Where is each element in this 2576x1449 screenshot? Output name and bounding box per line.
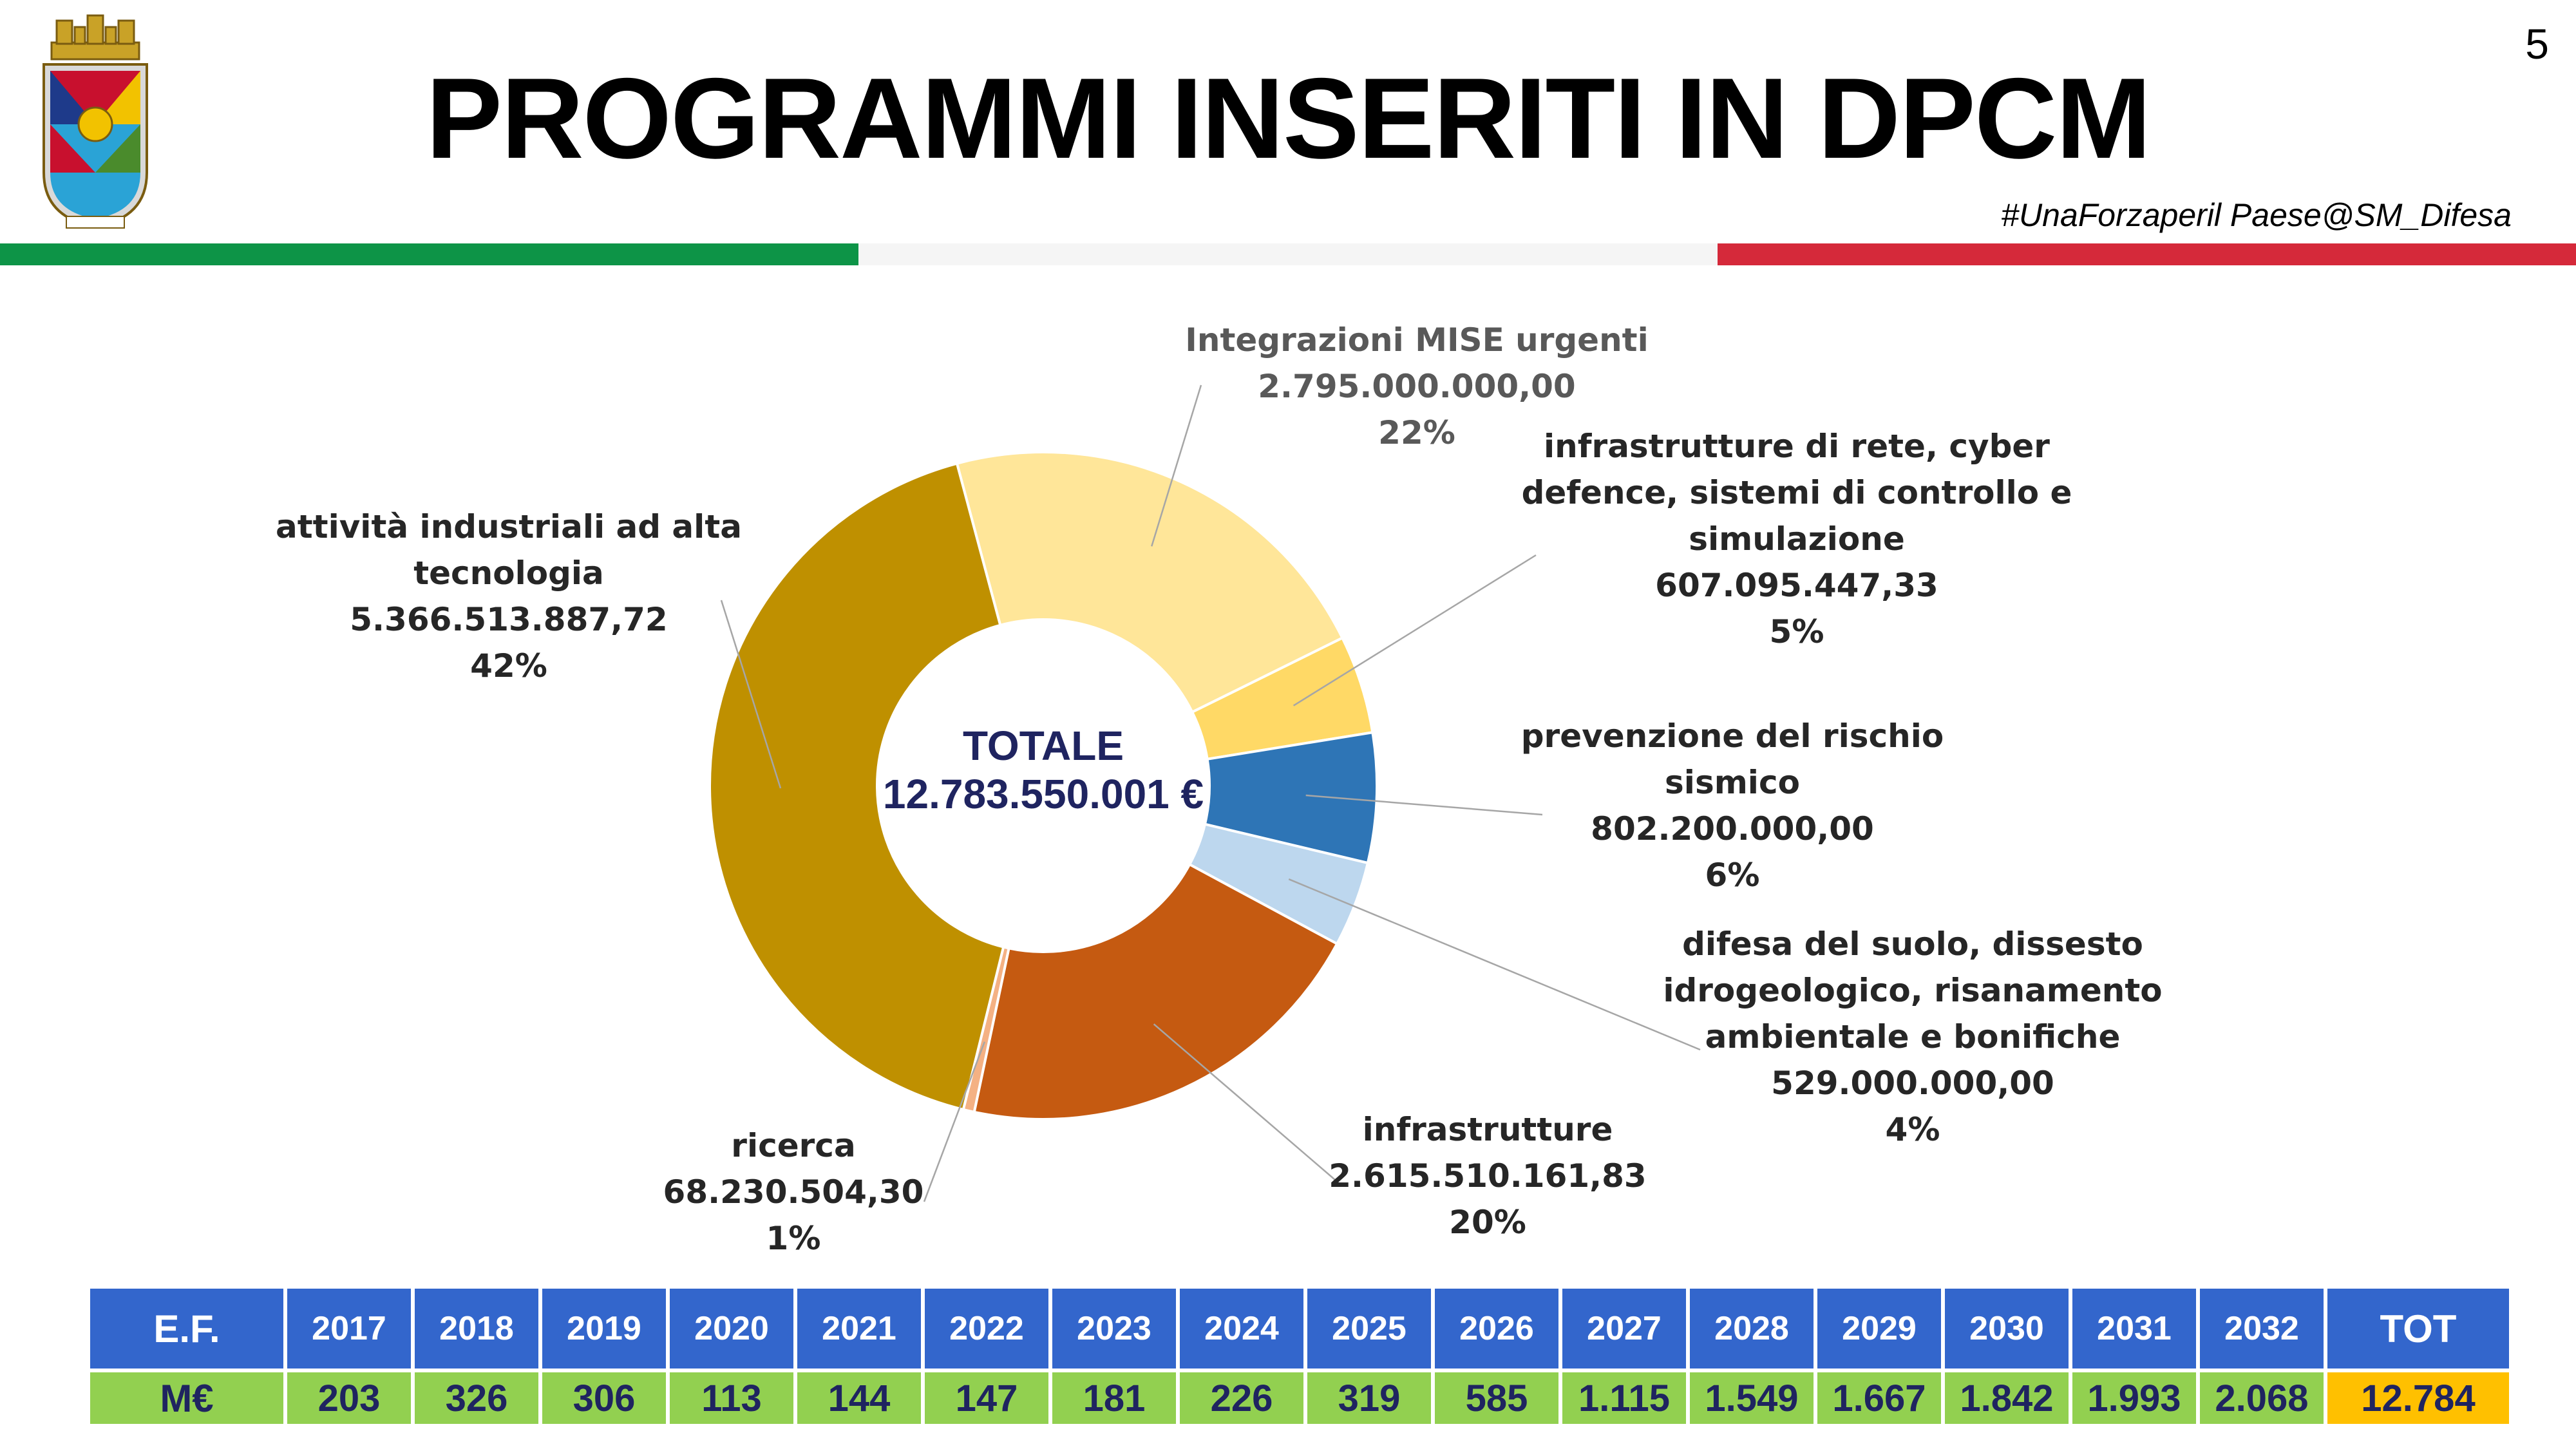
crown-icon: [50, 14, 140, 61]
table-year-cell: 2032: [2200, 1289, 2324, 1368]
slice-label-line: 802.200.000,00: [1591, 810, 1874, 848]
slice-label-line: idrogeologico, risanamento: [1663, 972, 2162, 1009]
table-value-cell: 1.842: [1945, 1372, 2069, 1424]
page-number: 5: [2525, 20, 2549, 68]
table-value-cell: 144: [797, 1372, 921, 1424]
table-year-cell: 2017: [287, 1289, 411, 1368]
table-value-cell: 326: [415, 1372, 538, 1424]
table-header-row: E.F. 2017 2018 2019 2020 2021 2022 2023 2024 202…: [90, 1289, 2509, 1368]
slice-label-line: ambientale e bonifiche: [1705, 1018, 2121, 1056]
slice-label: attività industriali ad alta tecnologia 5.…: [276, 508, 742, 685]
page-title: PROGRAMMI INSERITI IN DPCM: [426, 54, 2151, 182]
slice-label-line: 2.795.000.000,00: [1258, 368, 1575, 405]
slice-label-line: infrastrutture: [1363, 1111, 1613, 1148]
shield-icon: [43, 63, 148, 229]
slice-label-line: 5%: [1770, 613, 1824, 650]
slice-label-line: attività industriali ad alta: [276, 508, 742, 545]
leader-line: [1151, 384, 1202, 547]
slice-label-line: tecnologia: [413, 554, 604, 592]
donut-slice: [972, 862, 1339, 1121]
donut-chart: Integrazioni MISE urgenti 2.795.000.000,0…: [276, 321, 2163, 1257]
slice-label-line: infrastrutture di rete, cyber: [1544, 428, 2050, 465]
table-value-cell: 1.115: [1562, 1372, 1686, 1424]
center-total-value: 12.783.550.001 €: [883, 771, 1204, 817]
slice-label-line: defence, sistemi di controllo e: [1522, 474, 2072, 511]
annual-funding-table: E.F. 2017 2018 2019 2020 2021 2022 2023 2024 202…: [86, 1285, 2513, 1428]
table-year-cell: 2028: [1690, 1289, 1814, 1368]
table-year-cell: 2025: [1307, 1289, 1431, 1368]
table-header-label: E.F.: [90, 1289, 283, 1368]
slice-label-line: Integrazioni MISE urgenti: [1185, 321, 1648, 359]
leader-line: [1153, 1023, 1340, 1184]
slice-label: prevenzione del rischio sismico 802.200.00…: [1521, 717, 1944, 894]
slice-label-line: 529.000.000,00: [1771, 1065, 2054, 1102]
table-year-cell: 2027: [1562, 1289, 1686, 1368]
table-year-cell: 2020: [670, 1289, 793, 1368]
table-value-cell: 2.068: [2200, 1372, 2324, 1424]
table-value-cell: 147: [925, 1372, 1048, 1424]
slice-labels: Integrazioni MISE urgenti 2.795.000.000,0…: [276, 321, 2163, 1257]
hashtag-text: #UnaForzaperil Paese@SM_Difesa: [2001, 197, 2512, 233]
flag-stripe-white: [858, 243, 1718, 265]
table-values-row: M€ 203 326 306 113 144 147 181 226 319 585 1.115 1.…: [90, 1372, 2509, 1424]
table-value-cell: 585: [1435, 1372, 1558, 1424]
donut-slices: [708, 451, 1378, 1121]
army-emblem-logo: [43, 14, 148, 229]
slice-label-line: 22%: [1378, 414, 1455, 451]
table-year-cell: 2018: [415, 1289, 538, 1368]
slice-label-line: 6%: [1705, 857, 1760, 894]
table-value-cell: 181: [1052, 1372, 1176, 1424]
slice-label-line: 5.366.513.887,72: [350, 601, 667, 638]
leader-line: [923, 1041, 986, 1202]
table-value-cell: 203: [287, 1372, 411, 1424]
slice-label-line: 42%: [470, 647, 547, 685]
slice-label-line: difesa del suolo, dissesto: [1682, 925, 2143, 963]
leader-line: [1293, 554, 1537, 706]
slice-label-line: 68.230.504,30: [663, 1173, 924, 1211]
slice-label: infrastrutture di rete, cyber defence, si…: [1522, 428, 2072, 650]
table-value-cell: 1.549: [1690, 1372, 1814, 1424]
slice-label-line: sismico: [1665, 764, 1800, 801]
table-value-cell: 113: [670, 1372, 793, 1424]
table-value-cell: 226: [1180, 1372, 1303, 1424]
table-year-cell: 2029: [1817, 1289, 1941, 1368]
slice-label: difesa del suolo, dissesto idrogeologico,…: [1663, 925, 2162, 1148]
leader-line: [720, 600, 782, 789]
slice-label-line: prevenzione del rischio: [1521, 717, 1944, 755]
slice-label: Integrazioni MISE urgenti 2.795.000.000,0…: [1185, 321, 1648, 451]
table-year-cell: 2024: [1180, 1289, 1303, 1368]
table-year-cell: 2022: [925, 1289, 1048, 1368]
donut-slice: [955, 451, 1345, 714]
slice-label-line: 4%: [1886, 1111, 1940, 1148]
slice-label-line: 20%: [1449, 1204, 1526, 1241]
leader-line: [1288, 878, 1701, 1051]
table-year-cell: 2019: [542, 1289, 666, 1368]
table-value-cell: 1.667: [1817, 1372, 1941, 1424]
slice-label: infrastrutture 2.615.510.161,83 20%: [1329, 1111, 1646, 1241]
slice-label-line: simulazione: [1689, 520, 1905, 558]
flag-stripe-red: [1718, 243, 2576, 265]
table-value-cell: 319: [1307, 1372, 1431, 1424]
table-value-cell: 306: [542, 1372, 666, 1424]
flag-stripe-green: [0, 243, 858, 265]
center-total-title: TOTALE: [963, 723, 1124, 769]
table-total-value: 12.784: [2327, 1372, 2509, 1424]
slice-label-line: 607.095.447,33: [1655, 567, 1938, 604]
table-year-cell: 2031: [2072, 1289, 2196, 1368]
slice-label-line: 2.615.510.161,83: [1329, 1157, 1646, 1195]
table-year-cell: 2021: [797, 1289, 921, 1368]
leader-lines: [720, 384, 1701, 1202]
table-value-cell: 1.993: [2072, 1372, 2196, 1424]
table-year-cell: 2026: [1435, 1289, 1558, 1368]
slice-label: ricerca 68.230.504,30 1%: [663, 1127, 924, 1257]
leader-line: [1305, 794, 1543, 816]
table-year-cell: 2023: [1052, 1289, 1176, 1368]
table-year-cell: 2030: [1945, 1289, 2069, 1368]
slice-label-line: ricerca: [731, 1127, 855, 1164]
table-row-label: M€: [90, 1372, 283, 1424]
donut-slice: [708, 462, 1005, 1112]
table-total-header: TOT: [2327, 1289, 2509, 1368]
slice-label-line: 1%: [766, 1220, 821, 1257]
